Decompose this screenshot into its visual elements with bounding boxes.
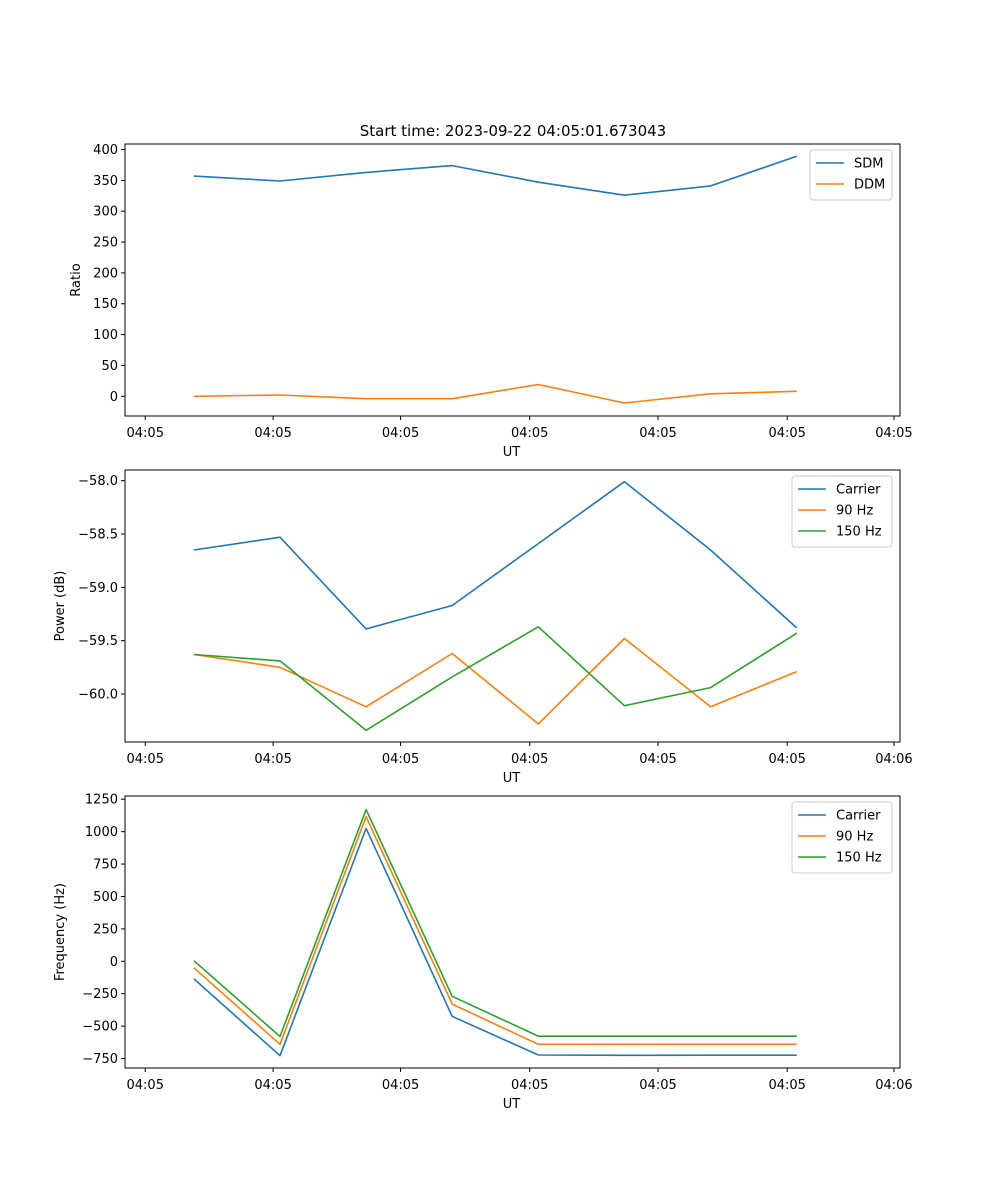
series-line-150-hz (193, 625, 798, 732)
x-tick-label: 04:05 (768, 426, 805, 441)
legend-label: SDM (854, 157, 883, 172)
x-tick-label: 04:05 (639, 426, 676, 441)
x-tick-label: 04:05 (382, 752, 419, 767)
y-tick-label: 1250 (85, 793, 118, 808)
y-tick-label: −500 (82, 1020, 118, 1035)
x-tick-label: 04:05 (511, 1078, 548, 1093)
y-axis-label: Frequency (Hz) (53, 883, 68, 981)
y-tick-label: 1000 (85, 825, 118, 840)
axes-frame (124, 469, 901, 743)
x-tick-label: 04:05 (127, 1078, 164, 1093)
legend: SDM DDM (809, 149, 893, 201)
legend-label: 90 Hz (836, 830, 873, 845)
y-tick-label: −750 (82, 1052, 118, 1067)
y-tick-label: −60.0 (78, 688, 118, 703)
x-tick-label: 04:05 (254, 752, 291, 767)
figure-title: Start time: 2023-09-22 04:05:01.673043 (360, 122, 666, 140)
y-tick-label: 750 (93, 858, 118, 873)
series-line-sdm (193, 155, 797, 196)
x-tick-label: 04:05 (127, 752, 164, 767)
x-tick-label: 04:05 (768, 1078, 805, 1093)
y-tick-label: 0 (110, 955, 118, 970)
series-line-90-hz (193, 637, 798, 725)
y-tick-label: −59.5 (78, 634, 118, 649)
y-tick-label: −58.5 (78, 528, 118, 543)
legend-label: Carrier (836, 809, 881, 824)
series-line-90-hz (193, 815, 797, 1046)
y-tick-label: 0 (110, 390, 118, 405)
legend-box (791, 475, 893, 548)
y-tick-label: 300 (93, 205, 118, 220)
y-tick-label: 200 (93, 266, 118, 281)
chart-panel-3: −750 −500 −250 0 250 500 750 1000 1250 04:05 04:05… (53, 793, 913, 1112)
y-tick-label: 350 (93, 174, 118, 189)
x-tick-label: 04:05 (511, 426, 548, 441)
series-line-carrier (193, 480, 798, 630)
x-tick-label: 04:05 (511, 752, 548, 767)
y-tick-label: 400 (93, 143, 118, 158)
x-tick-label: 04:05 (254, 426, 291, 441)
x-axis-label: UT (503, 1097, 521, 1112)
series-line-ddm (193, 383, 797, 404)
legend-box (791, 801, 893, 874)
x-axis-label: UT (503, 445, 521, 460)
x-tick-label: 04:05 (768, 752, 805, 767)
x-tick-label: 04:05 (639, 752, 676, 767)
x-tick-label: 04:05 (382, 426, 419, 441)
x-tick-label: 04:05 (127, 426, 164, 441)
y-tick-label: −59.0 (78, 581, 118, 596)
x-tick-label: 04:05 (382, 1078, 419, 1093)
y-tick-label: 250 (93, 236, 118, 251)
legend-label: 150 Hz (836, 525, 882, 540)
x-tick-label: 04:06 (875, 1078, 912, 1093)
y-tick-label: 150 (93, 297, 118, 312)
chart-panel-1: 0 50 100 150 200 250 300 350 400 04:05 04:05 04:05 0… (69, 143, 913, 460)
x-tick-label: 04:05 (254, 1078, 291, 1093)
y-axis-label: Ratio (69, 263, 84, 296)
series-line-carrier (193, 827, 797, 1057)
x-tick-label: 04:05 (875, 426, 912, 441)
legend: Carrier 90 Hz 150 Hz (791, 801, 893, 874)
y-tick-label: −250 (82, 987, 118, 1002)
x-tick-label: 04:06 (875, 752, 912, 767)
y-tick-label: 50 (101, 359, 118, 374)
chart-panel-2: −60.0 −59.5 −59.0 −58.5 −58.0 04:05 04:05 04:05… (53, 469, 913, 786)
legend: Carrier 90 Hz 150 Hz (791, 475, 893, 548)
legend-label: 90 Hz (836, 504, 873, 519)
legend-label: 150 Hz (836, 851, 882, 866)
y-tick-label: 100 (93, 328, 118, 343)
y-tick-label: 500 (93, 890, 118, 905)
series-line-150-hz (193, 808, 797, 1038)
x-axis-label: UT (503, 771, 521, 786)
legend-label: DDM (854, 178, 885, 193)
axes-frame (124, 795, 901, 1069)
y-tick-label: −58.0 (78, 474, 118, 489)
x-tick-label: 04:05 (639, 1078, 676, 1093)
y-axis-label: Power (dB) (53, 571, 68, 642)
legend-label: Carrier (836, 483, 881, 498)
y-tick-label: 250 (93, 922, 118, 937)
axes-frame (124, 143, 901, 417)
